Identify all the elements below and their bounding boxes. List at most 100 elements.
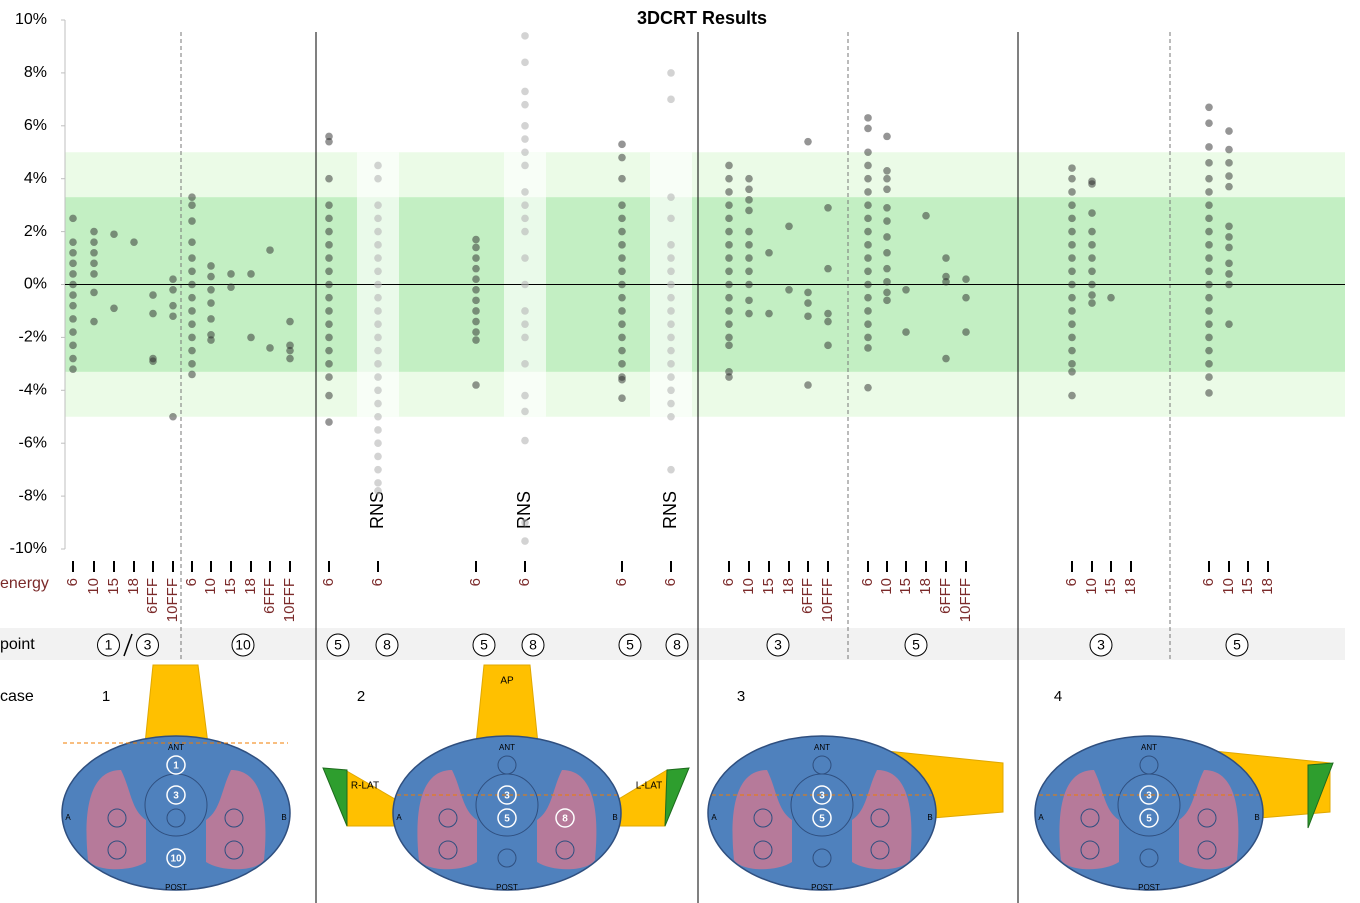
data-point [1205,159,1213,167]
data-point [1225,222,1233,231]
data-point [618,254,626,262]
data-point [864,161,872,170]
data-point [1088,227,1096,236]
data-point [667,280,675,289]
data-point [745,309,753,318]
point-label: 1 [105,637,113,653]
data-point [325,391,333,400]
data-point [667,386,675,395]
marker-ring [555,808,575,828]
point-label: 8 [383,637,391,653]
data-point [667,307,675,315]
data-point [472,328,480,336]
data-point [824,309,832,318]
data-point [864,344,872,352]
data-point [725,214,733,223]
data-point [521,518,529,527]
data-point [1205,201,1213,209]
data-point [883,278,891,286]
marker-label: 3 [504,791,510,802]
data-point [1205,188,1213,196]
diagram-label: B [1254,813,1259,822]
point-circle [665,633,689,657]
data-point [922,211,930,220]
data-point [1088,241,1096,249]
data-point [188,280,196,289]
y-tick-label: -10% [10,540,47,557]
point-hole [166,808,186,828]
data-point [325,227,333,236]
data-point [521,227,529,236]
data-point [247,270,255,278]
energy-label: 10FFF [281,578,298,622]
beam-label: L-LAT [636,781,663,792]
data-point [883,185,891,194]
data-point [725,293,733,302]
data-point [1205,143,1213,151]
data-point [1205,307,1213,315]
data-point [521,201,529,209]
data-point [1225,259,1233,268]
data-point [188,267,196,276]
y-tick-label: -2% [19,329,47,346]
energy-label: 10 [740,578,757,595]
point-circle [618,633,642,657]
data-point [1068,214,1076,223]
data-point [1225,243,1233,252]
data-point [374,399,382,408]
data-point [864,214,872,223]
data-point [883,166,891,175]
diagram-label: B [612,813,617,822]
case-label: 3 [737,688,745,705]
data-point [864,333,872,342]
data-point [667,267,675,276]
data-point [864,307,872,315]
point-slash [123,633,133,657]
data-point [667,293,675,302]
marker-ring [166,848,186,868]
data-point [864,124,872,133]
data-point [521,214,529,223]
data-point [188,201,196,209]
data-point [883,296,891,305]
data-point [90,248,98,257]
data-point [745,267,753,276]
point-circle [375,633,399,657]
data-point [1068,254,1076,262]
data-point [864,201,872,209]
data-point [725,227,733,236]
data-point [824,317,832,326]
data-point [824,264,832,273]
wedge [1307,762,1334,829]
marker-label: 5 [504,814,510,825]
energy-label: 15 [897,578,914,595]
point-circle [521,633,545,657]
point-hole [1080,840,1100,860]
data-point [804,288,812,297]
data-point [286,346,294,355]
point-circle [136,633,159,657]
data-point [725,241,733,249]
data-point [1205,119,1213,127]
point-label: 3 [144,637,152,653]
data-point [1068,241,1076,249]
row-label-point: point [0,636,35,653]
data-point [325,137,333,146]
diagram-label: B [281,813,286,822]
data-point [521,333,529,342]
data-point [325,280,333,289]
data-point [745,174,753,183]
data-point [1068,267,1076,276]
point-hole [1080,808,1100,828]
data-point [667,346,675,355]
energy-label: 10FFF [164,578,181,622]
data-point [725,367,733,376]
data-point [374,346,382,355]
data-point [521,122,529,130]
data-point [725,320,733,328]
marker-label: 10 [170,854,182,865]
point-hole [753,840,773,860]
point-label: 5 [912,637,920,653]
point-circle [326,633,350,657]
